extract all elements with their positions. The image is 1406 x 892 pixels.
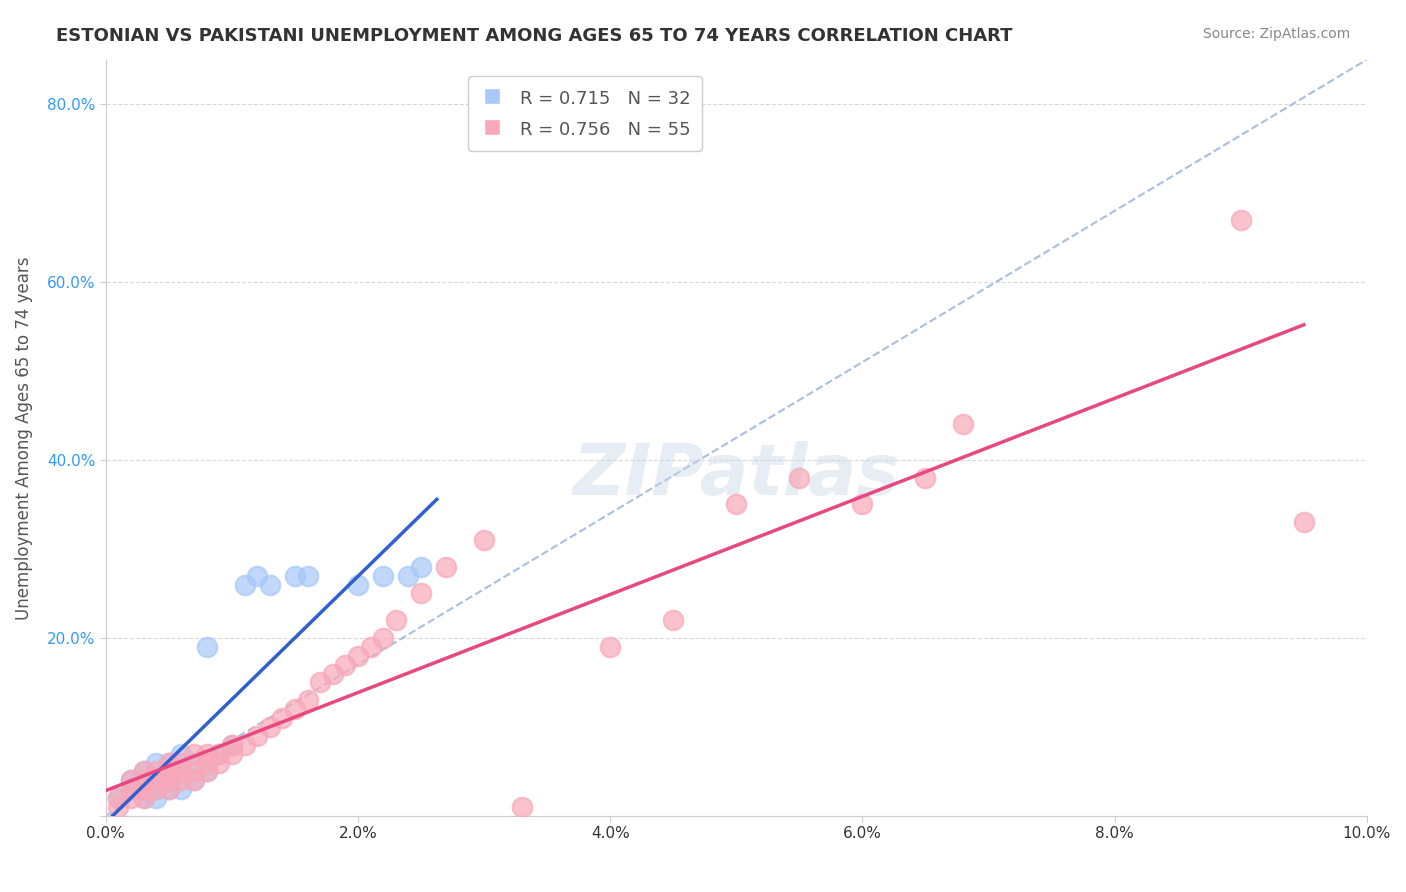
- Point: [1292, 516, 1315, 530]
- Text: Source: ZipAtlas.com: Source: ZipAtlas.com: [1202, 27, 1350, 41]
- Point: [157, 756, 180, 770]
- Point: [208, 747, 231, 761]
- Point: [145, 764, 167, 779]
- Text: ZIPatlas: ZIPatlas: [572, 441, 900, 510]
- Point: [297, 568, 319, 582]
- Point: [409, 586, 432, 600]
- Point: [157, 773, 180, 788]
- Point: [120, 782, 142, 797]
- Point: [132, 764, 155, 779]
- Point: [472, 533, 495, 547]
- Point: [851, 498, 873, 512]
- Point: [157, 756, 180, 770]
- Point: [409, 559, 432, 574]
- Text: ESTONIAN VS PAKISTANI UNEMPLOYMENT AMONG AGES 65 TO 74 YEARS CORRELATION CHART: ESTONIAN VS PAKISTANI UNEMPLOYMENT AMONG…: [56, 27, 1012, 45]
- Point: [132, 791, 155, 805]
- Point: [145, 782, 167, 797]
- Point: [599, 640, 621, 654]
- Point: [373, 568, 395, 582]
- Point: [183, 764, 205, 779]
- Point: [120, 782, 142, 797]
- Point: [347, 648, 370, 663]
- Point: [157, 764, 180, 779]
- Point: [157, 782, 180, 797]
- Point: [120, 791, 142, 805]
- Point: [360, 640, 382, 654]
- Legend: R = 0.715   N = 32, R = 0.756   N = 55: R = 0.715 N = 32, R = 0.756 N = 55: [468, 76, 702, 151]
- Point: [725, 498, 748, 512]
- Point: [284, 702, 307, 716]
- Point: [145, 773, 167, 788]
- Point: [284, 568, 307, 582]
- Point: [952, 417, 974, 432]
- Point: [170, 747, 193, 761]
- Point: [208, 756, 231, 770]
- Point: [789, 471, 811, 485]
- Point: [120, 773, 142, 788]
- Point: [170, 764, 193, 779]
- Point: [157, 764, 180, 779]
- Point: [132, 791, 155, 805]
- Point: [132, 773, 155, 788]
- Point: [322, 666, 344, 681]
- Point: [259, 577, 281, 591]
- Point: [347, 577, 370, 591]
- Point: [335, 657, 357, 672]
- Y-axis label: Unemployment Among Ages 65 to 74 years: Unemployment Among Ages 65 to 74 years: [15, 256, 32, 620]
- Point: [914, 471, 936, 485]
- Point: [170, 756, 193, 770]
- Point: [195, 764, 218, 779]
- Point: [1229, 212, 1251, 227]
- Point: [373, 631, 395, 645]
- Point: [208, 747, 231, 761]
- Point: [297, 693, 319, 707]
- Point: [157, 782, 180, 797]
- Point: [132, 782, 155, 797]
- Point: [434, 559, 457, 574]
- Point: [157, 773, 180, 788]
- Point: [246, 568, 269, 582]
- Point: [221, 738, 243, 752]
- Point: [170, 773, 193, 788]
- Point: [309, 675, 332, 690]
- Point: [145, 791, 167, 805]
- Point: [398, 568, 420, 582]
- Point: [195, 756, 218, 770]
- Point: [662, 613, 685, 627]
- Point: [195, 747, 218, 761]
- Point: [259, 720, 281, 734]
- Point: [233, 577, 256, 591]
- Point: [246, 729, 269, 743]
- Point: [132, 764, 155, 779]
- Point: [145, 782, 167, 797]
- Point: [510, 800, 533, 814]
- Point: [145, 773, 167, 788]
- Point: [271, 711, 294, 725]
- Point: [120, 773, 142, 788]
- Point: [132, 782, 155, 797]
- Point: [107, 791, 129, 805]
- Point: [233, 738, 256, 752]
- Point: [170, 782, 193, 797]
- Point: [183, 747, 205, 761]
- Point: [221, 738, 243, 752]
- Point: [183, 773, 205, 788]
- Point: [183, 773, 205, 788]
- Point: [385, 613, 408, 627]
- Point: [195, 764, 218, 779]
- Point: [183, 756, 205, 770]
- Point: [145, 756, 167, 770]
- Point: [170, 764, 193, 779]
- Point: [195, 640, 218, 654]
- Point: [221, 747, 243, 761]
- Point: [107, 800, 129, 814]
- Point: [107, 791, 129, 805]
